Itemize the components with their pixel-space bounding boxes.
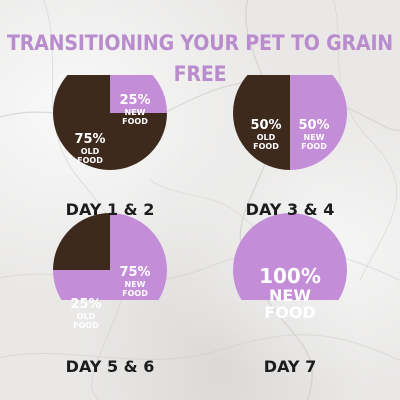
pie-3-new-label: 75% NEW FOOD [113, 266, 157, 298]
pie-3-old-label: 25% OLD FOOD [64, 298, 108, 330]
pie-1-new-text: NEW FOOD [122, 108, 148, 126]
pie-3-new-text: NEW FOOD [122, 280, 148, 298]
pie-3-slice-new-food [53, 213, 167, 300]
pie-4-title: DAY 7 [263, 357, 317, 376]
pie-3-old-text: OLD FOOD [73, 312, 99, 330]
pie-2-old-percent: 50% [250, 118, 282, 133]
pie-1-title: DAY 1 & 2 [65, 200, 155, 219]
pie-4-slice-new-food [233, 213, 347, 300]
pie-2-new-percent: 50% [298, 118, 330, 133]
pie-4-new-text: NEW FOOD [264, 286, 316, 322]
page-title: TRANSITIONING YOUR PET TO GRAIN FREE [6, 31, 394, 87]
pie-2-slice-new-food [290, 75, 347, 170]
pie-4-new-percent: 100% [259, 264, 321, 288]
pies [53, 75, 347, 300]
pie-2-slice-old-food [233, 75, 290, 170]
pie-2-old-text: OLD FOOD [253, 133, 279, 151]
pie-4-new-label: 100% NEW FOOD [250, 266, 330, 321]
pie-3-title: DAY 5 & 6 [65, 357, 155, 376]
pie-1-slice-old-food [53, 75, 167, 170]
pie-2-new-text: NEW FOOD [301, 133, 327, 151]
pie-1-slice-new-food [110, 75, 167, 113]
pie-3-old-percent: 25% [70, 297, 102, 312]
pie-3-new-percent: 75% [119, 265, 151, 280]
pie-1-old-label: 75% OLD FOOD [68, 133, 112, 165]
pie-1-old-text: OLD FOOD [77, 147, 103, 165]
pie-2-old-label: 50% OLD FOOD [244, 119, 288, 151]
pie-1-new-percent: 25% [119, 93, 151, 108]
pie-2-title: DAY 3 & 4 [245, 200, 335, 219]
pie-3-slice-old-food [53, 213, 110, 270]
pie-1-new-label: 25% NEW FOOD [113, 94, 157, 126]
pie-1-old-percent: 75% [74, 132, 106, 147]
pie-2-new-label: 50% NEW FOOD [292, 119, 336, 151]
